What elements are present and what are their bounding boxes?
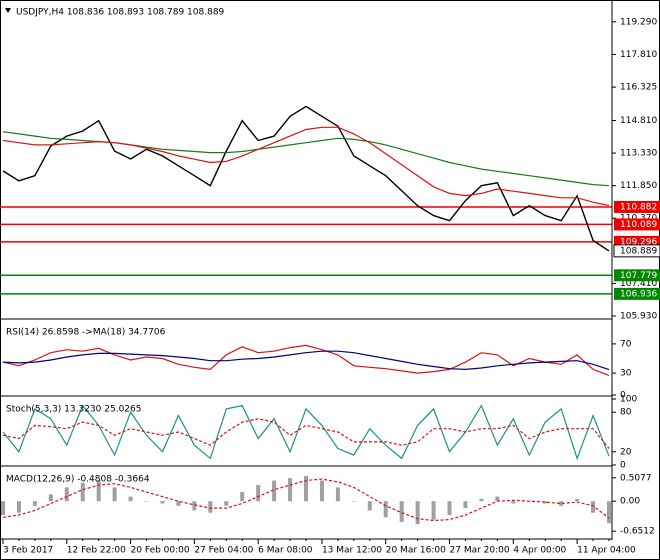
y-tick-label: 116.325 [620,83,657,93]
histogram-bar [543,501,548,504]
x-tick-label: 13 Mar 12:00 [322,546,382,556]
histogram-bar [447,501,452,515]
y-tick-label: 100 [620,395,637,405]
histogram-bar [16,501,21,513]
y-tick-label: 0 [620,391,626,401]
level-box [614,269,660,282]
y-tick-label: 0.5077 [620,473,652,483]
histogram-bar [479,498,484,502]
x-tick-label: 20 Mar 16:00 [386,546,446,556]
title-arrow [5,8,11,13]
y-tick-label: 114.810 [620,116,657,126]
histogram-bar [335,487,340,502]
histogram-bar [607,501,611,524]
histogram-bar [591,501,596,513]
last-price-box [613,244,660,258]
series-line [2,350,610,371]
histogram-bar [511,501,516,504]
level-label: 106.936 [620,289,657,299]
level-label: 110.882 [620,202,657,212]
series-line [2,126,610,207]
histogram-bar [96,480,101,502]
y-tick-label: 119.290 [620,17,657,27]
y-tick-label: 105.930 [620,312,657,322]
histogram-bar [48,494,53,502]
y-tick-label: 107.410 [620,279,657,289]
y-tick-label: 80 [620,408,632,418]
histogram-bar [431,501,436,520]
histogram-bar [367,501,372,511]
x-tick-label: 3 Feb 2017 [3,546,53,556]
panel-title: Stoch(5,3,3) 13.3230 25.0265 [6,405,141,415]
histogram-bar [128,496,133,502]
x-tick-label: 27 Mar 20:00 [450,546,510,556]
histogram-bar [288,478,293,502]
y-tick-label: -0.6512 [620,527,655,537]
series-line [2,344,610,376]
level-box [614,218,660,231]
histogram-bar [240,492,245,502]
series-line [2,105,610,252]
level-box [614,287,660,300]
y-tick-label: 0.00 [620,497,640,507]
x-tick-label: 11 Apr 04:00 [577,546,636,556]
histogram-bar [495,496,500,502]
series-line [2,418,610,449]
histogram-bar [399,501,404,522]
histogram-bar [415,501,420,525]
x-tick-label: 27 Feb 04:00 [194,546,253,556]
panel-title: RSI(14) 26.8598 ->MA(18) 34.7706 [6,328,166,338]
histogram-bar [32,501,37,506]
x-tick-label: 12 Feb 22:00 [67,546,126,556]
y-tick-label: 30 [620,369,632,379]
histogram-bar [351,501,356,502]
level-label: 107.779 [620,271,657,281]
histogram-bar [575,498,580,502]
y-tick-label: 20 [620,447,632,457]
histogram-bar [319,480,324,502]
histogram-bar [383,501,388,518]
y-tick-label: 113.330 [620,149,657,159]
x-tick-label: 4 Apr 00:00 [513,546,566,556]
histogram-bar [192,501,197,511]
x-tick-label: 20 Feb 00:00 [131,546,190,556]
histogram-bar [559,501,564,506]
histogram-bar [176,501,181,506]
histogram-bar [272,480,277,502]
histogram-bar [208,501,213,513]
last-price-label: 108.889 [620,246,657,256]
y-tick-label: 111.850 [620,181,657,191]
y-tick-label: 0 [620,461,626,471]
panel-title: MACD(12,26,9) -0.4808 -0.3664 [6,475,150,485]
histogram-bar [160,501,165,504]
histogram-bar [256,485,261,502]
histogram-bar [144,501,149,502]
histogram-bar [80,482,85,502]
y-tick-label: 117.810 [620,50,657,60]
level-label: 109.296 [620,237,657,247]
series-line [2,404,610,461]
y-tick-label: 70 [620,339,632,349]
histogram-bar [64,487,69,502]
x-tick-label: 6 Mar 08:00 [258,546,313,556]
level-label: 110.089 [620,220,657,230]
histogram-bar [1,501,5,515]
histogram-bar [463,501,468,509]
series-line [2,478,610,522]
panel-title: USDJPY,H4 108.836 108.893 108.789 108.88… [16,8,225,18]
histogram-bar [112,487,117,502]
histogram-bar [224,501,229,506]
histogram-bar [304,475,308,502]
level-box [614,200,660,213]
